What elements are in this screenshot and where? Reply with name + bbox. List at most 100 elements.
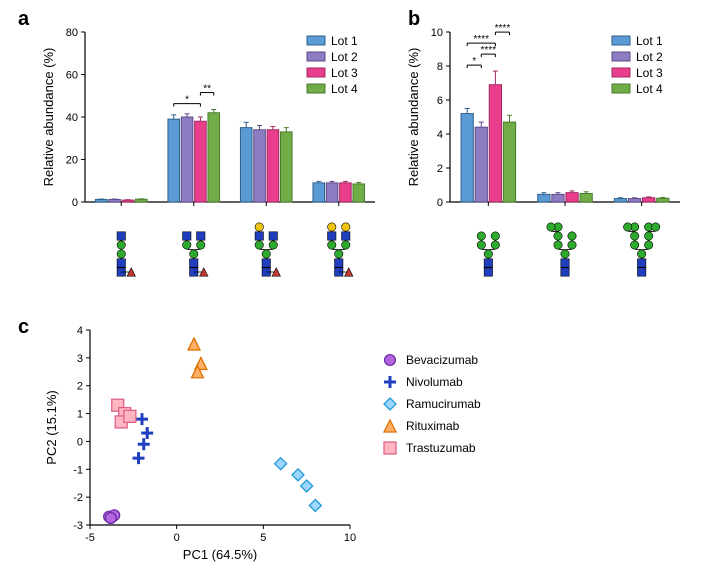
legend-swatch	[307, 36, 325, 45]
svg-text:Relative abundance (%): Relative abundance (%)	[41, 48, 56, 187]
point	[105, 513, 116, 524]
svg-text:3: 3	[77, 353, 83, 365]
bar	[503, 122, 515, 202]
legend-label: Lot 1	[636, 34, 663, 48]
svg-text:****: ****	[481, 45, 497, 56]
svg-text:40: 40	[66, 112, 78, 124]
svg-text:10: 10	[344, 532, 356, 544]
point	[301, 480, 313, 492]
bar	[340, 183, 352, 202]
legend-swatch	[307, 52, 325, 61]
legend-swatch	[307, 84, 325, 93]
glycan-icon	[183, 232, 208, 276]
svg-text:60: 60	[66, 70, 78, 82]
legend-label: Lot 3	[636, 66, 663, 80]
svg-text:2: 2	[77, 381, 83, 393]
legend-swatch	[612, 36, 630, 45]
svg-text:PC1 (64.5%): PC1 (64.5%)	[183, 547, 257, 562]
panel-a-label: a	[18, 8, 29, 31]
point	[384, 376, 396, 388]
bar	[566, 193, 578, 202]
legend-label: Bevacizumab	[406, 353, 478, 367]
bar	[208, 113, 220, 202]
bar	[628, 199, 640, 202]
legend-label: Ramucirumab	[406, 397, 481, 411]
point	[292, 469, 304, 481]
svg-text:8: 8	[437, 61, 443, 73]
bar	[552, 194, 564, 202]
svg-text:-3: -3	[73, 520, 83, 532]
glycan-icon	[477, 232, 499, 276]
svg-text:80: 80	[66, 27, 78, 39]
bar	[181, 117, 193, 202]
glycan-icon	[547, 223, 576, 276]
svg-text:-1: -1	[73, 464, 83, 476]
svg-text:5: 5	[260, 532, 266, 544]
legend-label: Lot 1	[331, 34, 358, 48]
bar	[475, 127, 487, 202]
point	[384, 398, 396, 410]
point	[138, 438, 150, 450]
bar	[135, 199, 147, 202]
legend-swatch	[612, 68, 630, 77]
svg-text:0: 0	[437, 197, 443, 209]
svg-text:-2: -2	[73, 492, 83, 504]
svg-text:*: *	[472, 56, 476, 67]
svg-text:0: 0	[72, 197, 78, 209]
point	[188, 338, 200, 350]
panel-c-chart: -5 0 5 10 -3 -2 -1 0 1 2 3 4 PC1 (64.5%) PC2 (15.1%) B…	[30, 320, 710, 580]
glycan-icon	[255, 223, 280, 276]
point	[385, 355, 396, 366]
svg-text:****: ****	[495, 23, 511, 34]
legend-swatch	[612, 52, 630, 61]
bar	[643, 198, 655, 202]
bar	[461, 114, 473, 202]
bar	[313, 183, 325, 202]
svg-text:****: ****	[473, 34, 489, 45]
bar	[280, 132, 292, 202]
point	[124, 410, 136, 422]
panel-a-chart: 020406080Relative abundance (%)***Lot 1L…	[30, 10, 400, 310]
legend-label: Lot 4	[331, 82, 358, 96]
glycan-icon	[117, 232, 135, 276]
bar	[657, 198, 669, 202]
panel-b-chart: 0246810Relative abundance (%)***********…	[400, 10, 705, 310]
legend-swatch	[307, 68, 325, 77]
point	[141, 427, 153, 439]
point	[275, 458, 287, 470]
bar	[614, 199, 626, 202]
svg-text:2: 2	[437, 163, 443, 175]
point	[384, 420, 396, 432]
svg-text:4: 4	[437, 129, 443, 141]
legend-swatch	[612, 84, 630, 93]
svg-text:1: 1	[77, 409, 83, 421]
glycan-icon	[328, 223, 353, 276]
legend-label: Lot 4	[636, 82, 663, 96]
lot-legend: Lot 1Lot 2Lot 3Lot 4	[307, 34, 358, 96]
point	[309, 500, 321, 512]
bar	[326, 183, 338, 202]
bar	[122, 200, 134, 202]
legend-label: Nivolumab	[406, 375, 463, 389]
svg-text:-5: -5	[85, 532, 95, 544]
svg-text:10: 10	[431, 27, 443, 39]
legend-label: Trastuzumab	[406, 441, 476, 455]
bar	[168, 119, 180, 202]
glycan-icon	[623, 223, 659, 276]
svg-text:PC2 (15.1%): PC2 (15.1%)	[44, 390, 59, 464]
point	[136, 413, 148, 425]
bar	[240, 128, 252, 202]
bar	[254, 130, 266, 202]
svg-text:Relative abundance (%): Relative abundance (%)	[406, 48, 421, 187]
svg-text:0: 0	[77, 436, 83, 448]
svg-text:0: 0	[174, 532, 180, 544]
bar	[267, 130, 279, 202]
bar	[489, 85, 501, 202]
svg-text:20: 20	[66, 155, 78, 167]
svg-text:*: *	[185, 95, 189, 106]
svg-text:6: 6	[437, 95, 443, 107]
svg-text:**: **	[203, 84, 211, 95]
panel-c-label: c	[18, 316, 29, 339]
svg-text:4: 4	[77, 325, 83, 337]
bar	[195, 121, 207, 202]
